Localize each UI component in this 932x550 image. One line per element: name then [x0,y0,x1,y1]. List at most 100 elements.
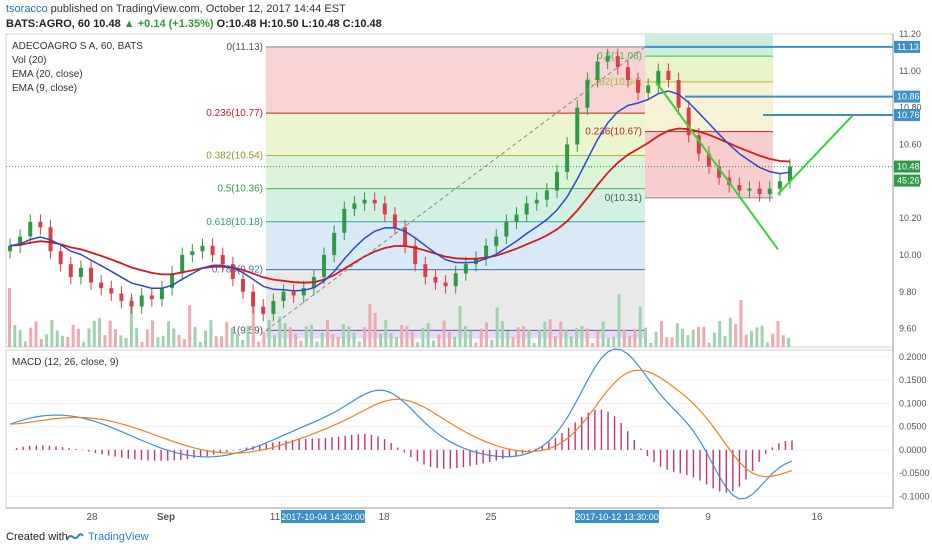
tradingview-brand-link[interactable]: TradingView [88,531,149,543]
fibonacci-layer: 0(11.13) 0.236(10.77) 0.382(10.54) 0.5(10.3… [206,34,773,339]
candle-body [686,107,691,136]
macd-layer [6,348,893,500]
volume-layer [8,288,791,347]
candle-body [413,245,418,265]
price-highlight-label: 10.48 [897,162,920,172]
candle-body [575,107,580,145]
legend-ema9: EMA (9, close) [12,83,77,94]
volume-bar [225,322,229,347]
volume-bar [76,328,80,347]
x-tick-label: 11 [270,512,281,523]
volume-bar [723,336,727,347]
candle-body [99,282,104,289]
signal-line [9,369,793,478]
volume-bar [82,341,86,347]
volume-bar [135,327,139,347]
volume-bar [580,326,584,347]
volume-bar [739,300,743,347]
price-tick-label: 9.80 [899,287,917,297]
volume-bar [638,306,642,347]
candle-body [18,236,23,246]
candle-body [443,282,448,287]
x-highlight-box [575,510,659,523]
volume-bar [553,336,557,347]
volume-bar [114,329,117,347]
volume-bar [177,334,181,347]
volume-bar [426,323,430,347]
candle-body [636,80,641,93]
candle-body [129,300,134,307]
volume-bar [241,339,245,347]
fib1-zone [266,188,645,222]
tradingview-logo-icon [66,533,84,541]
candle-body [58,251,63,265]
volume-bar [304,326,308,347]
volume-bar [204,330,208,347]
x-highlight-box [281,510,365,523]
volume-bar [156,337,160,347]
volume-bar [601,321,605,347]
volume-bar [167,321,170,347]
macd-tick-label: 0.1500 [899,375,927,385]
volume-bar [596,330,600,347]
candle-body [109,288,114,294]
candle-body [605,56,610,62]
price-tick-label: 11.00 [899,66,921,76]
fib1-zone [266,46,645,114]
volume-bar [527,329,531,347]
macd-tick-label: 0.0000 [899,445,927,455]
candle-body [190,251,195,255]
volume-bar [39,338,43,347]
volume-bar [691,330,695,347]
volume-bar [532,342,536,347]
volume-bar [294,333,298,347]
candle-body [38,221,43,228]
price-change: +0.14 (+1.35%) [137,18,214,30]
volume-bar [506,331,510,347]
volume-bar [267,320,271,347]
volume-bar [575,328,579,347]
volume-bar [485,322,488,347]
price-tick-label: 10.80 [899,103,922,113]
volume-bar [511,336,515,347]
volume-bar [479,328,483,347]
fib1-zone [266,330,645,339]
author-link[interactable]: tsoracco [6,3,48,15]
volume-bar [771,333,775,347]
volume-bar [781,335,785,347]
price-tick-label: 10.20 [899,213,922,223]
fib1-level-label: 0.5(10.36) [217,184,263,195]
volume-bar [188,305,192,347]
volume-bar [257,341,261,347]
price-highlight-box [894,160,920,173]
candle-body [149,295,154,300]
volume-bar [29,327,33,347]
candle-body [534,199,539,204]
fib2-level-label: 0(10.31) [605,193,642,204]
candle-body [139,295,144,307]
volume-bar [559,321,563,347]
volume-bar [273,335,276,347]
candle-body [230,264,235,279]
volume-bar [500,321,504,347]
candle-body [463,264,468,274]
volume-bar [230,327,234,347]
volume-bar [564,330,568,347]
volume-bar [463,326,467,347]
x-highlight-label: 2017-10-12 13:30:00 [575,512,659,522]
volume-bar [384,320,388,347]
volume-bar [718,321,722,347]
candle-body [352,203,357,209]
candle-body [737,184,742,191]
symbol-line: BATS:AGRO, 60 10.48 [6,18,121,30]
candle-body [342,208,347,233]
candle-body [291,291,296,296]
legend-title: ADECOAGRO S A, 60, BATS [12,41,143,52]
volume-bar [707,342,711,347]
volume-bar [776,321,780,347]
macd-tick-label: 0.2000 [899,352,927,362]
volume-bar [469,330,473,347]
volume-bar [220,336,223,347]
publish-header: tsoracco published on TradingView.com, O… [6,2,346,16]
